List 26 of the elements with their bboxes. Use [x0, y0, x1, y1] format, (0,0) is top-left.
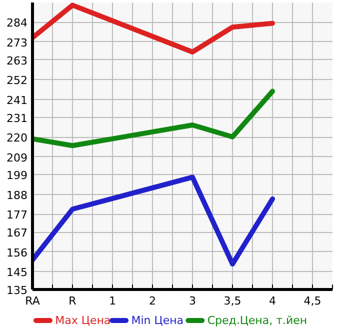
y-tick-label: 273: [6, 36, 28, 50]
x-tick-label: 1: [109, 294, 116, 308]
y-tick-label: 252: [6, 74, 28, 88]
x-tick-label: 3,5: [224, 294, 242, 308]
y-tick-label: 177: [6, 208, 28, 222]
legend-label: Сред.Цена, т.йен: [207, 314, 308, 327]
x-tick-label: RA: [25, 294, 40, 308]
y-tick-label: 135: [6, 284, 28, 297]
y-tick-label: 231: [6, 112, 28, 125]
legend-label: Min Цена: [131, 314, 184, 327]
y-tick-label: 241: [6, 94, 28, 107]
y-tick-label: 188: [6, 188, 28, 202]
x-tick-label: 4: [269, 294, 276, 308]
y-tick-label: 220: [6, 132, 28, 145]
y-tick-label: 167: [6, 226, 28, 240]
y-tick-label: 156: [6, 246, 28, 260]
x-tick-label: 2: [149, 294, 156, 308]
legend-label: Max Цена: [55, 314, 111, 327]
y-tick-label: 263: [6, 54, 28, 68]
y-tick-label: 209: [6, 151, 28, 164]
x-tick-label: 3: [189, 294, 196, 308]
y-tick-label: 145: [6, 266, 28, 280]
y-tick-label: 199: [6, 169, 28, 182]
y-tick-label: 284: [6, 16, 28, 30]
x-tick-label: 4,5: [304, 294, 322, 308]
x-tick-label: R: [68, 294, 77, 308]
